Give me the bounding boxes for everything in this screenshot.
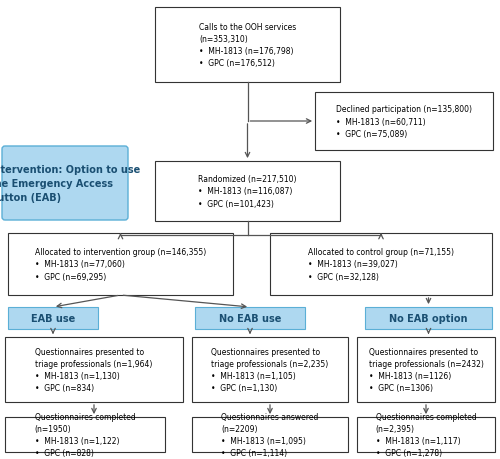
FancyBboxPatch shape xyxy=(365,308,492,329)
FancyBboxPatch shape xyxy=(8,308,98,329)
Text: Questionnaires answered
(n=2209)
•  MH-1813 (n=1,095)
•  GPC (n=1,114): Questionnaires answered (n=2209) • MH-18… xyxy=(222,412,318,457)
Text: Questionnaires presented to
triage professionals (n=1,964)
•  MH-1813 (n=1,130)
: Questionnaires presented to triage profe… xyxy=(36,347,152,392)
FancyBboxPatch shape xyxy=(192,417,348,452)
Text: Allocated to control group (n=71,155)
•  MH-1813 (n=39,027)
•  GPC (n=32,128): Allocated to control group (n=71,155) • … xyxy=(308,248,454,281)
Text: Intervention: Option to use
the Emergency Access
Button (EAB): Intervention: Option to use the Emergenc… xyxy=(0,165,140,202)
Text: No EAB option: No EAB option xyxy=(389,313,468,323)
FancyBboxPatch shape xyxy=(2,147,128,220)
Text: Questionnaires completed
(n=1950)
•  MH-1813 (n=1,122)
•  GPC (n=828): Questionnaires completed (n=1950) • MH-1… xyxy=(34,412,136,457)
FancyBboxPatch shape xyxy=(357,417,495,452)
FancyBboxPatch shape xyxy=(315,93,493,151)
FancyBboxPatch shape xyxy=(192,337,348,402)
FancyBboxPatch shape xyxy=(5,337,183,402)
Text: No EAB use: No EAB use xyxy=(219,313,281,323)
FancyBboxPatch shape xyxy=(357,337,495,402)
FancyBboxPatch shape xyxy=(195,308,305,329)
FancyBboxPatch shape xyxy=(270,234,492,295)
Text: Questionnaires presented to
triage professionals (n=2,235)
•  MH-1813 (n=1,105)
: Questionnaires presented to triage profe… xyxy=(212,347,328,392)
Text: EAB use: EAB use xyxy=(31,313,75,323)
Text: Allocated to intervention group (n=146,355)
•  MH-1813 (n=77,060)
•  GPC (n=69,2: Allocated to intervention group (n=146,3… xyxy=(35,248,206,281)
FancyBboxPatch shape xyxy=(5,417,165,452)
FancyBboxPatch shape xyxy=(155,162,340,222)
Text: Questionnaires completed
(n=2,395)
•  MH-1813 (n=1,117)
•  GPC (n=1,278): Questionnaires completed (n=2,395) • MH-… xyxy=(376,412,476,457)
Text: Randomized (n=217,510)
•  MH-1813 (n=116,087)
•  GPC (n=101,423): Randomized (n=217,510) • MH-1813 (n=116,… xyxy=(198,175,297,208)
Text: Declined participation (n=135,800)
•  MH-1813 (n=60,711)
•  GPC (n=75,089): Declined participation (n=135,800) • MH-… xyxy=(336,105,472,138)
FancyBboxPatch shape xyxy=(155,8,340,83)
Text: Questionnaires presented to
triage professionals (n=2432)
•  MH-1813 (n=1126)
• : Questionnaires presented to triage profe… xyxy=(368,347,484,392)
Text: Calls to the OOH services
(n=353,310)
•  MH-1813 (n=176,798)
•  GPC (n=176,512): Calls to the OOH services (n=353,310) • … xyxy=(199,23,296,68)
FancyBboxPatch shape xyxy=(8,234,233,295)
